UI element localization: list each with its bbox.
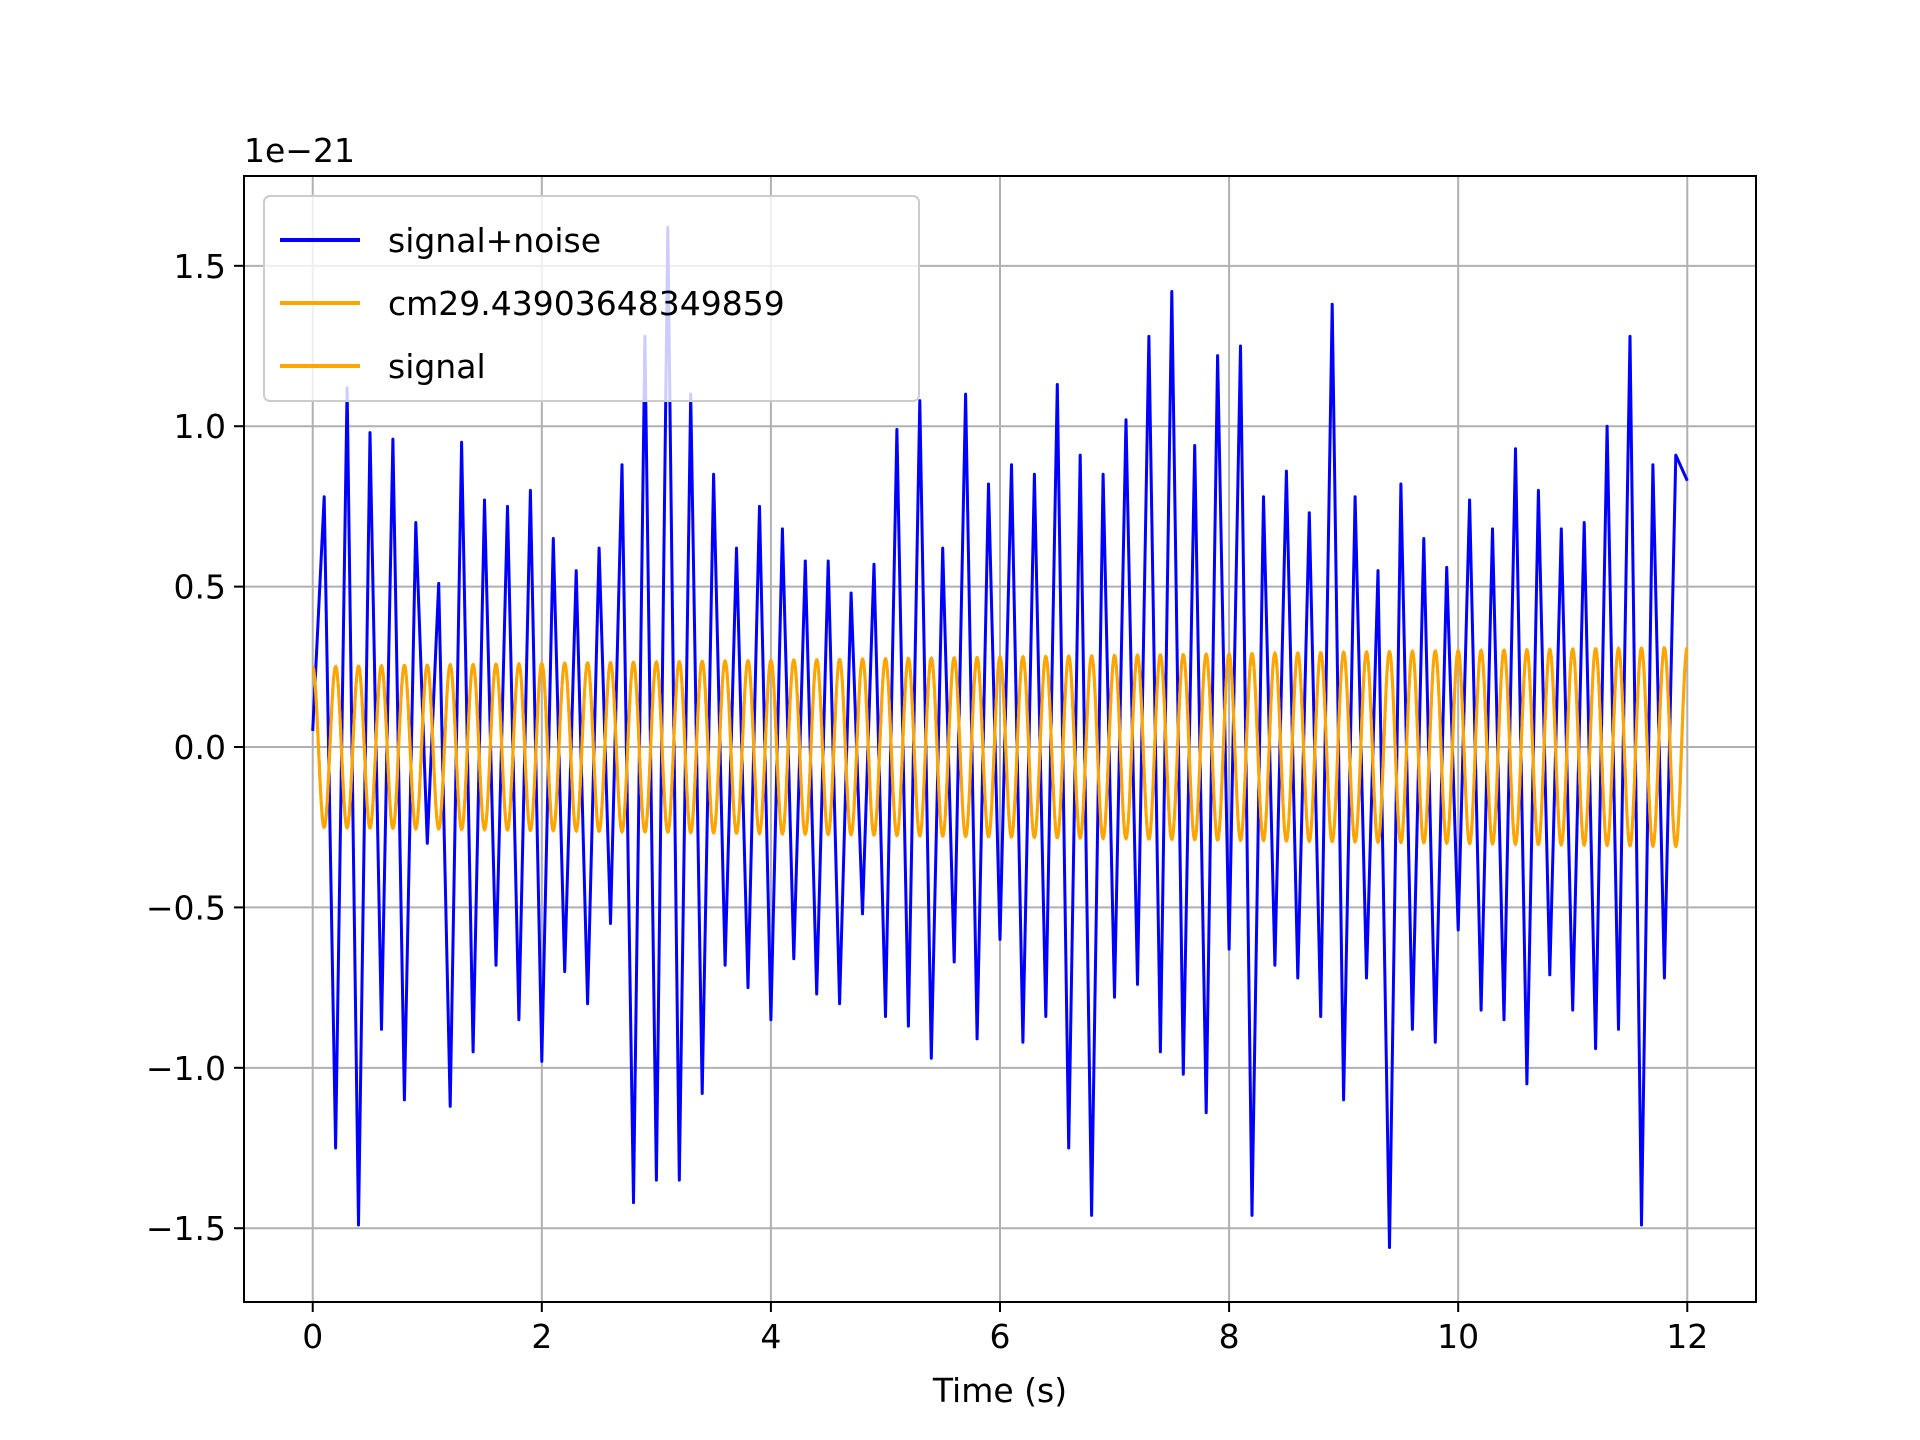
y-tick-label: −1.0	[146, 1049, 226, 1088]
axis-ticks: 0 2 4 6 8 10 12 −1.5 −1.0 −0.5 0.0 0.5 1.0 1.5	[146, 247, 1708, 1356]
y-tick-label: −0.5	[146, 888, 226, 927]
x-tick-label: 0	[302, 1317, 323, 1356]
y-tick-label: 0.5	[174, 568, 226, 607]
x-tick-label: 2	[531, 1317, 552, 1356]
series-signal-noise-line	[311, 225, 1689, 1249]
y-offset-label: 1e−21	[244, 131, 355, 170]
x-tick-label: 12	[1666, 1317, 1708, 1356]
legend-label: signal	[388, 347, 486, 386]
x-tick-label: 10	[1437, 1317, 1479, 1356]
x-axis-label: Time (s)	[932, 1371, 1067, 1410]
y-tick-label: 1.0	[174, 407, 226, 446]
y-tick-label: 1.5	[174, 247, 226, 286]
x-tick-label: 4	[760, 1317, 781, 1356]
legend-label: cm29.43903648349859	[388, 284, 785, 323]
legend-label: signal+noise	[388, 221, 601, 260]
series-signal-line	[311, 645, 1689, 849]
plot-area	[311, 225, 1689, 1249]
legend-box	[263, 195, 920, 402]
x-tick-label: 6	[990, 1317, 1011, 1356]
x-tick-label: 8	[1219, 1317, 1240, 1356]
y-tick-label: −1.5	[146, 1209, 226, 1248]
legend: signal+noise cm29.43903648349859 signal	[263, 195, 920, 402]
y-tick-label: 0.0	[174, 728, 226, 767]
